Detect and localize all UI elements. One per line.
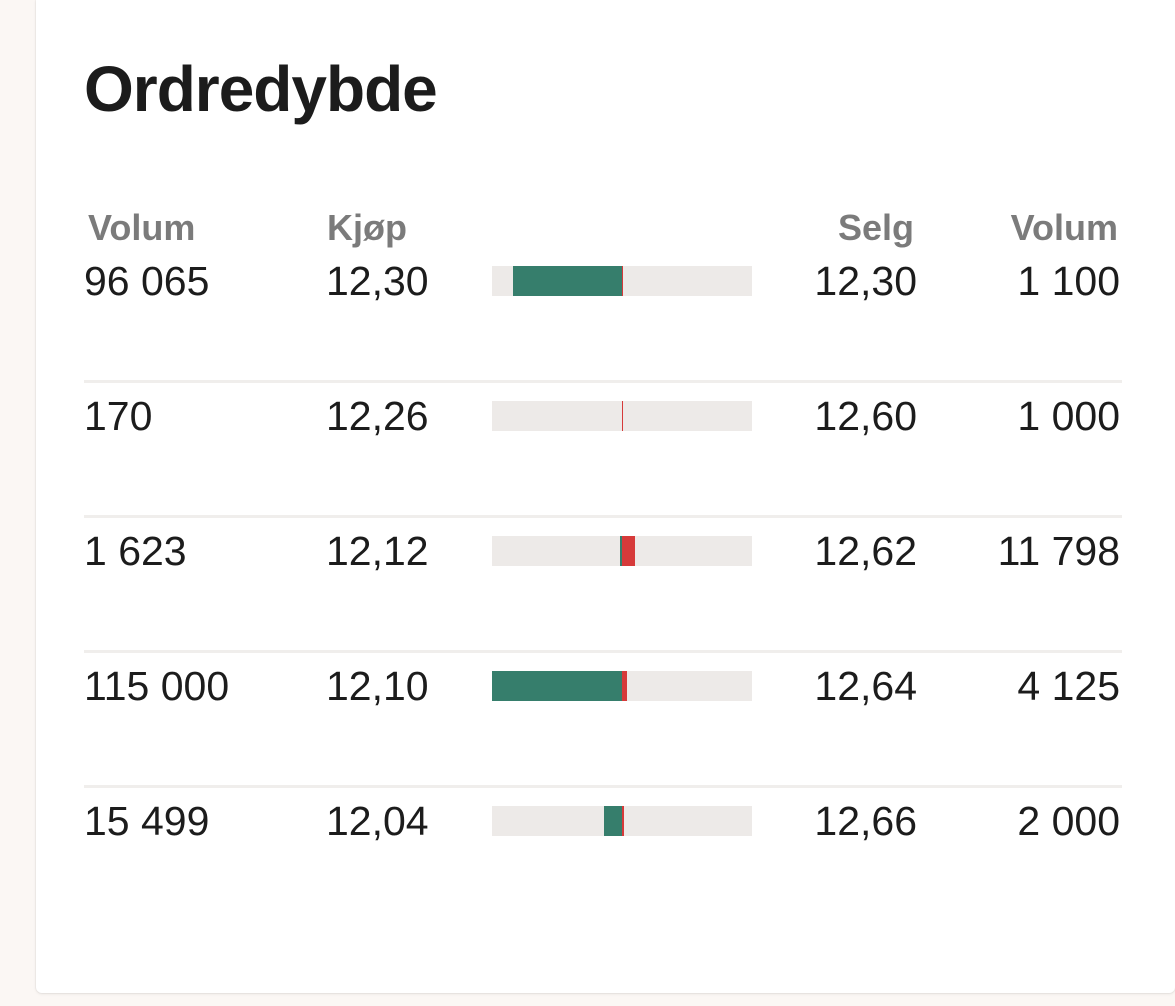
depth-bar [492, 671, 752, 701]
card-title: Ordredybde [84, 53, 438, 125]
table-row: 1 623 12,12 12,62 11 798 [84, 518, 1122, 653]
buy-depth-bar [513, 266, 622, 296]
table-row: 96 065 12,30 12,30 1 100 [84, 248, 1122, 383]
buy-volume: 170 [84, 393, 153, 439]
buy-volume: 96 065 [84, 258, 210, 304]
depth-bar [492, 536, 752, 566]
sell-depth-bar [622, 401, 623, 431]
buy-price: 12,12 [326, 528, 429, 574]
sell-depth-bar [622, 536, 635, 566]
table-row: 15 499 12,04 12,66 2 000 [84, 788, 1122, 923]
sell-volume: 1 000 [1017, 393, 1120, 439]
sell-price: 12,62 [814, 528, 917, 574]
header-sell-price: Selg [837, 207, 914, 248]
sell-depth-bar [622, 266, 623, 296]
header-buy-price: Kjøp [327, 207, 407, 248]
sell-volume: 11 798 [997, 528, 1120, 574]
buy-price: 12,30 [326, 258, 429, 304]
buy-depth-bar [620, 536, 622, 566]
buy-volume: 15 499 [84, 798, 210, 844]
order-depth-card: Ordredybde Volum Kjøp Selg Volum 96 065 1… [36, 0, 1175, 993]
buy-volume: 115 000 [84, 663, 230, 709]
sell-price: 12,30 [814, 258, 917, 304]
buy-depth-bar [604, 806, 622, 836]
depth-bar [492, 401, 752, 431]
buy-price: 12,26 [326, 393, 429, 439]
sell-price: 12,66 [814, 798, 917, 844]
sell-volume: 4 125 [1017, 663, 1120, 709]
buy-price: 12,04 [326, 798, 429, 844]
buy-price: 12,10 [326, 663, 429, 709]
header-buy-volume: Volum [88, 207, 196, 248]
buy-volume: 1 623 [84, 528, 187, 574]
buy-depth-bar [492, 671, 622, 701]
depth-bar [492, 266, 752, 296]
sell-price: 12,64 [814, 663, 917, 709]
table-row: 170 12,26 12,60 1 000 [84, 383, 1122, 518]
sell-depth-bar [622, 806, 624, 836]
sell-volume: 1 100 [1017, 258, 1120, 304]
sell-price: 12,60 [814, 393, 917, 439]
depth-bar [492, 806, 752, 836]
header-sell-volume: Volum [1010, 207, 1118, 248]
sell-volume: 2 000 [1017, 798, 1120, 844]
sell-depth-bar [622, 671, 627, 701]
table-row: 115 000 12,10 12,64 4 125 [84, 653, 1122, 788]
